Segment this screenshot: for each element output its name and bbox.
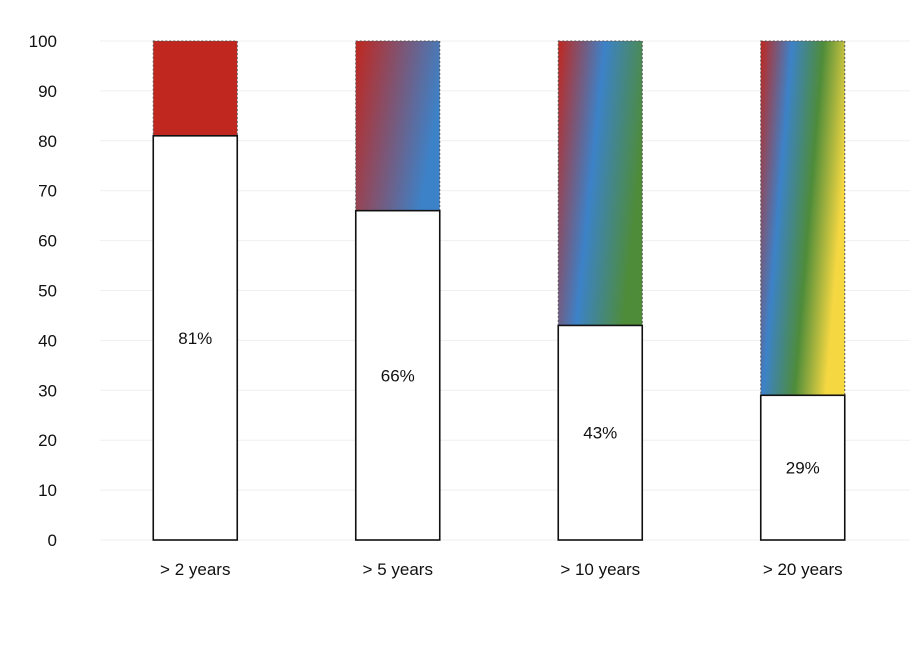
bars: 81% 66% 43% 29% — [152, 40, 846, 541]
bar-remainder-segment — [355, 40, 441, 212]
bar-value-segment — [354, 209, 441, 541]
y-tick-label: 60 — [38, 232, 57, 251]
bar-value-label: 66% — [381, 366, 415, 385]
x-category-label: > 10 years — [560, 560, 640, 579]
y-tick-label: 0 — [48, 531, 57, 550]
y-tick-label: 70 — [38, 182, 57, 201]
bar-value-label: 43% — [583, 424, 617, 443]
y-axis: 0 10 20 30 40 50 60 70 80 90 100 — [29, 32, 57, 550]
y-tick-label: 20 — [38, 431, 57, 450]
y-tick-label: 100 — [29, 32, 57, 51]
bar-value-segment — [152, 135, 239, 541]
y-tick-label: 80 — [38, 132, 57, 151]
bar-value-label: 81% — [178, 329, 212, 348]
x-category-label: > 2 years — [160, 560, 230, 579]
x-category-label: > 5 years — [363, 560, 433, 579]
bar-value-segment — [759, 394, 846, 541]
bar-remainder-segment — [760, 40, 846, 396]
y-tick-label: 10 — [38, 481, 57, 500]
bar-remainder-segment — [557, 40, 643, 326]
x-category-label: > 20 years — [763, 560, 843, 579]
bar-value-segment — [557, 324, 644, 541]
x-axis: > 2 years > 5 years > 10 years > 20 years — [160, 560, 843, 579]
y-tick-label: 30 — [38, 381, 57, 400]
y-tick-label: 90 — [38, 82, 57, 101]
bar-remainder-segment — [152, 40, 238, 137]
bar-value-label: 29% — [786, 459, 820, 478]
y-tick-label: 50 — [38, 282, 57, 301]
y-tick-label: 40 — [38, 331, 57, 350]
